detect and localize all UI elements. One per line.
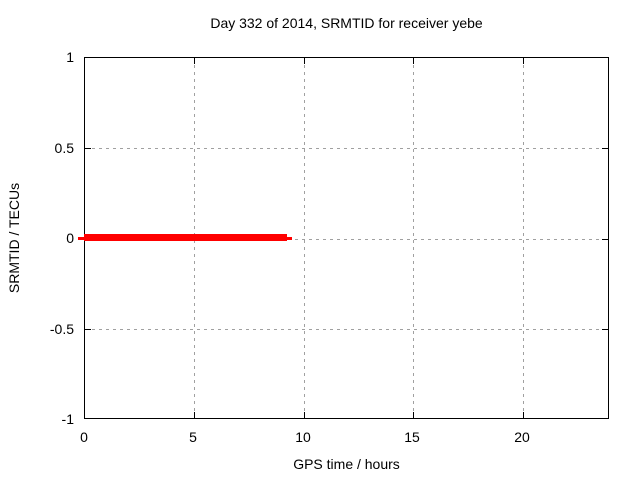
h-gridline-0p5 (85, 148, 608, 149)
h-gridline-m0p5 (85, 329, 608, 330)
x-tick-label-15: 15 (404, 429, 420, 445)
y-tick-right-0 (602, 239, 608, 240)
y-tick-right-m0p5 (602, 329, 608, 330)
x-tick-label-20: 20 (514, 429, 530, 445)
x-tick-bottom-20 (523, 412, 524, 418)
y-tick-left-0p5 (85, 148, 91, 149)
x-tick-top-5 (194, 58, 195, 64)
h-gridline-0 (85, 239, 608, 240)
v-gridline-15 (413, 58, 414, 418)
x-tick-bottom-10 (304, 412, 305, 418)
x-tick-top-10 (304, 58, 305, 64)
y-tick-label-0: 0 (66, 230, 74, 246)
y-tick-label-0p5: 0.5 (54, 140, 74, 156)
data-line-right-cap (287, 237, 292, 240)
v-gridline-10 (304, 58, 305, 418)
y-tick-label-1: 1 (66, 49, 74, 65)
x-tick-label-5: 5 (189, 429, 197, 445)
y-tick-label-m1: -1 (61, 411, 74, 427)
x-tick-label-0: 0 (80, 429, 88, 445)
x-tick-top-20 (523, 58, 524, 64)
chart-title: Day 332 of 2014, SRMTID for receiver yeb… (210, 15, 483, 31)
x-axis-label: GPS time / hours (293, 456, 400, 472)
y-tick-left-m0p5 (85, 329, 91, 330)
y-axis-label: SRMTID / TECUs (6, 182, 22, 294)
y-tick-right-0p5 (602, 148, 608, 149)
y-tick-label-m0p5: -0.5 (49, 321, 74, 337)
x-tick-label-10: 10 (295, 429, 311, 445)
x-tick-top-15 (413, 58, 414, 64)
v-gridline-20 (523, 58, 524, 418)
x-tick-bottom-5 (194, 412, 195, 418)
data-line-left-cap (78, 237, 84, 240)
data-line-main (84, 234, 287, 241)
x-tick-bottom-15 (413, 412, 414, 418)
